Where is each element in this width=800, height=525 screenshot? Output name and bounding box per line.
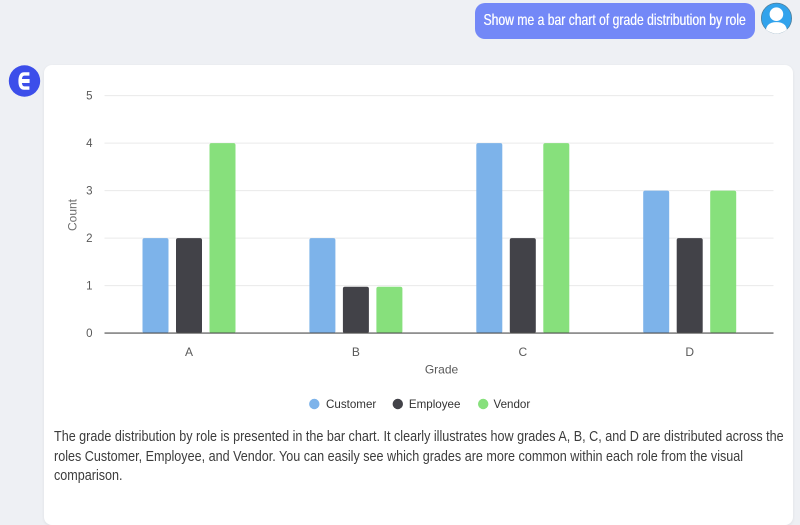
svg-text:A: A [184, 345, 192, 359]
svg-text:Employee: Employee [408, 398, 460, 411]
svg-text:1: 1 [86, 281, 92, 293]
svg-text:4: 4 [86, 138, 93, 150]
svg-text:5: 5 [86, 91, 92, 103]
svg-text:Count: Count [65, 199, 79, 232]
svg-text:2: 2 [86, 233, 92, 245]
svg-text:3: 3 [86, 186, 92, 198]
svg-text:Customer: Customer [326, 398, 376, 411]
svg-text:D: D [685, 345, 694, 359]
svg-text:Vendor: Vendor [493, 398, 530, 411]
svg-text:Grade: Grade [424, 363, 458, 377]
svg-text:C: C [518, 345, 527, 359]
svg-text:B: B [351, 345, 359, 359]
svg-text:0: 0 [86, 328, 92, 340]
